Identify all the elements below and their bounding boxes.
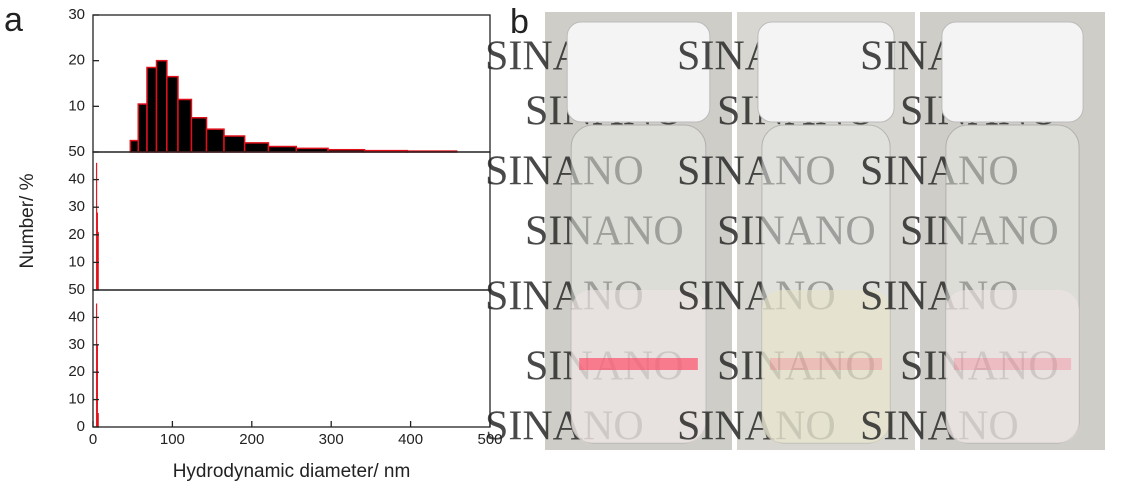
laser-beam xyxy=(953,358,1072,370)
x-tick-label: 300 xyxy=(319,431,344,448)
y-tick-label: 10 xyxy=(68,391,85,408)
vial-cap xyxy=(757,21,895,123)
x-tick-label: 400 xyxy=(398,431,423,448)
x-axis-label: Hydrodynamic diameter/ nm xyxy=(173,461,411,482)
y-tick-label: 10 xyxy=(68,97,85,114)
plot-frame xyxy=(92,151,491,291)
vial-cap xyxy=(566,21,711,123)
x-tick-label: 500 xyxy=(477,431,502,448)
bar xyxy=(166,75,179,153)
bar xyxy=(267,145,298,153)
y-tick-label: 40 xyxy=(68,308,85,325)
vial-liquid xyxy=(945,290,1080,443)
y-tick-label: 40 xyxy=(68,171,85,188)
vial-liquid xyxy=(761,290,891,443)
x-tick-label: 200 xyxy=(239,431,264,448)
photo: SINANOSINANOSINANOSINANOSINANOSINANOSINA… xyxy=(485,12,1105,450)
bar xyxy=(146,66,158,153)
x-tick-label: 0 xyxy=(89,431,97,448)
y-tick-label: 0 xyxy=(77,418,85,435)
y-axis-label: Number/ % xyxy=(17,173,38,268)
y-tick-label: 30 xyxy=(68,6,85,23)
vial-cap xyxy=(941,21,1084,123)
panel-label: b xyxy=(510,3,529,41)
laser-beam xyxy=(579,358,698,370)
bar xyxy=(155,59,168,153)
laser-beam xyxy=(769,358,883,370)
bar xyxy=(177,98,193,153)
y-tick-label: 20 xyxy=(68,226,85,243)
y-tick-label: 50 xyxy=(68,143,85,160)
bar xyxy=(129,139,140,153)
bar xyxy=(97,231,99,291)
plot-frame xyxy=(92,289,491,428)
bar xyxy=(223,135,246,153)
bar xyxy=(137,103,148,153)
bar xyxy=(190,117,208,153)
y-tick-label: 30 xyxy=(68,336,85,353)
bar xyxy=(243,142,270,153)
y-tick-label: 20 xyxy=(68,52,85,69)
y-tick-label: 50 xyxy=(68,281,85,298)
panel-label: a xyxy=(4,1,23,39)
x-tick-label: 100 xyxy=(160,431,185,448)
y-tick-label: 20 xyxy=(68,363,85,380)
bar xyxy=(205,128,225,153)
bar xyxy=(97,413,99,428)
y-tick-label: 10 xyxy=(68,253,85,270)
y-tick-label: 30 xyxy=(68,198,85,215)
